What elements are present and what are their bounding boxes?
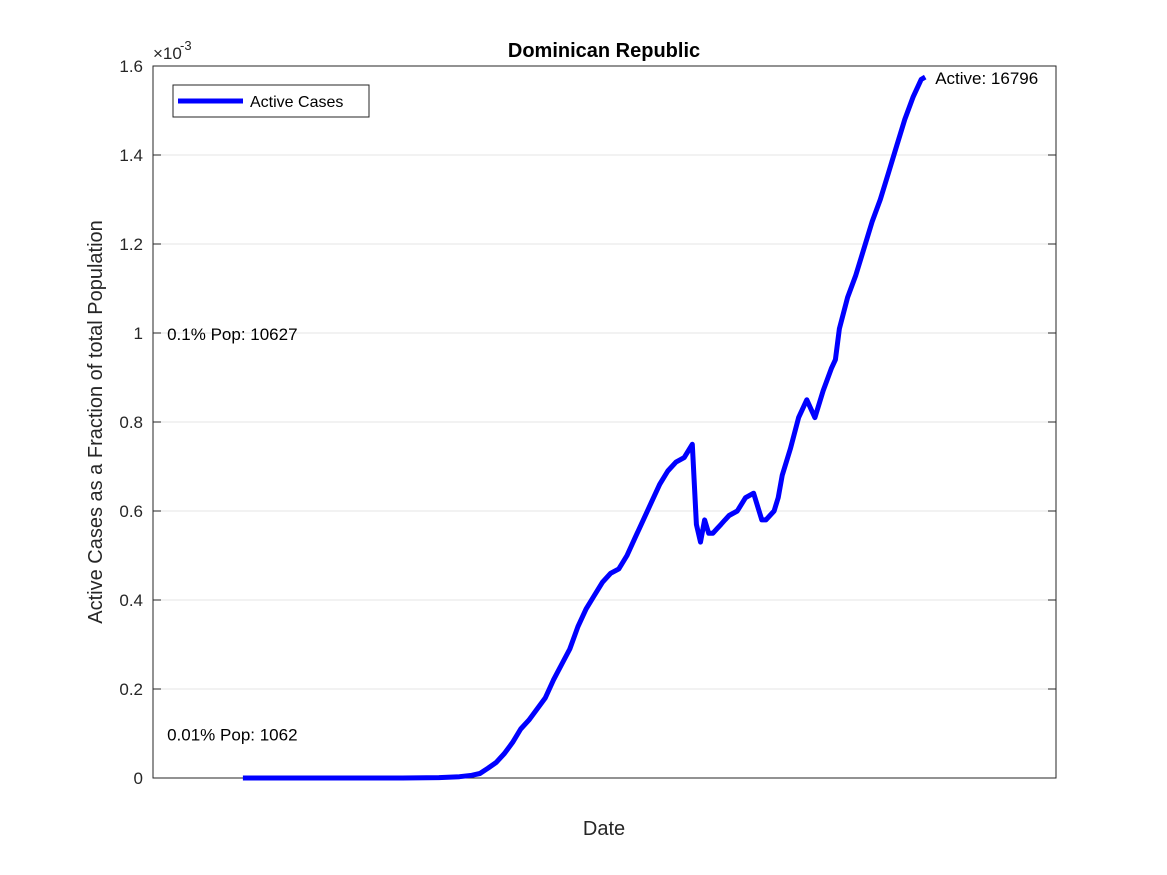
x-axis-label: Date (583, 818, 625, 840)
y-tick-label: 0.4 (119, 591, 143, 610)
y-tick-label: 0.8 (119, 413, 143, 432)
y-tick-label: 1 (134, 324, 143, 343)
legend: Active Cases (172, 84, 370, 118)
y-tick-label: 1.2 (119, 235, 143, 254)
y-tick-label: 0.2 (119, 680, 143, 699)
y-exponent-power: -3 (180, 38, 192, 53)
annotation-0.1pct-pop: 0.1% Pop: 10627 (167, 325, 297, 344)
y-tick-label: 1.4 (119, 146, 143, 165)
axis-ticks (153, 65, 1056, 779)
y-exponent-label: ×10 -3 (153, 38, 192, 63)
annotation-0.01pct-pop: 0.01% Pop: 1062 (167, 726, 297, 745)
y-exponent-base: ×10 (153, 44, 182, 63)
y-tick-label: 0.6 (119, 502, 143, 521)
series-line-active-cases (242, 74, 927, 781)
legend-entry-active-cases: Active Cases (250, 94, 343, 111)
chart-title: Dominican Republic (508, 40, 700, 62)
y-tick-label: 0 (134, 769, 143, 788)
y-tick-labels: 0 0.2 0.4 0.6 0.8 1 1.2 1.4 1.6 (119, 57, 143, 788)
y-tick-label: 1.6 (119, 57, 143, 76)
annotation-active-count: Active: 16796 (935, 69, 1038, 88)
y-axis-label: Active Cases as a Fraction of total Popu… (85, 220, 107, 624)
